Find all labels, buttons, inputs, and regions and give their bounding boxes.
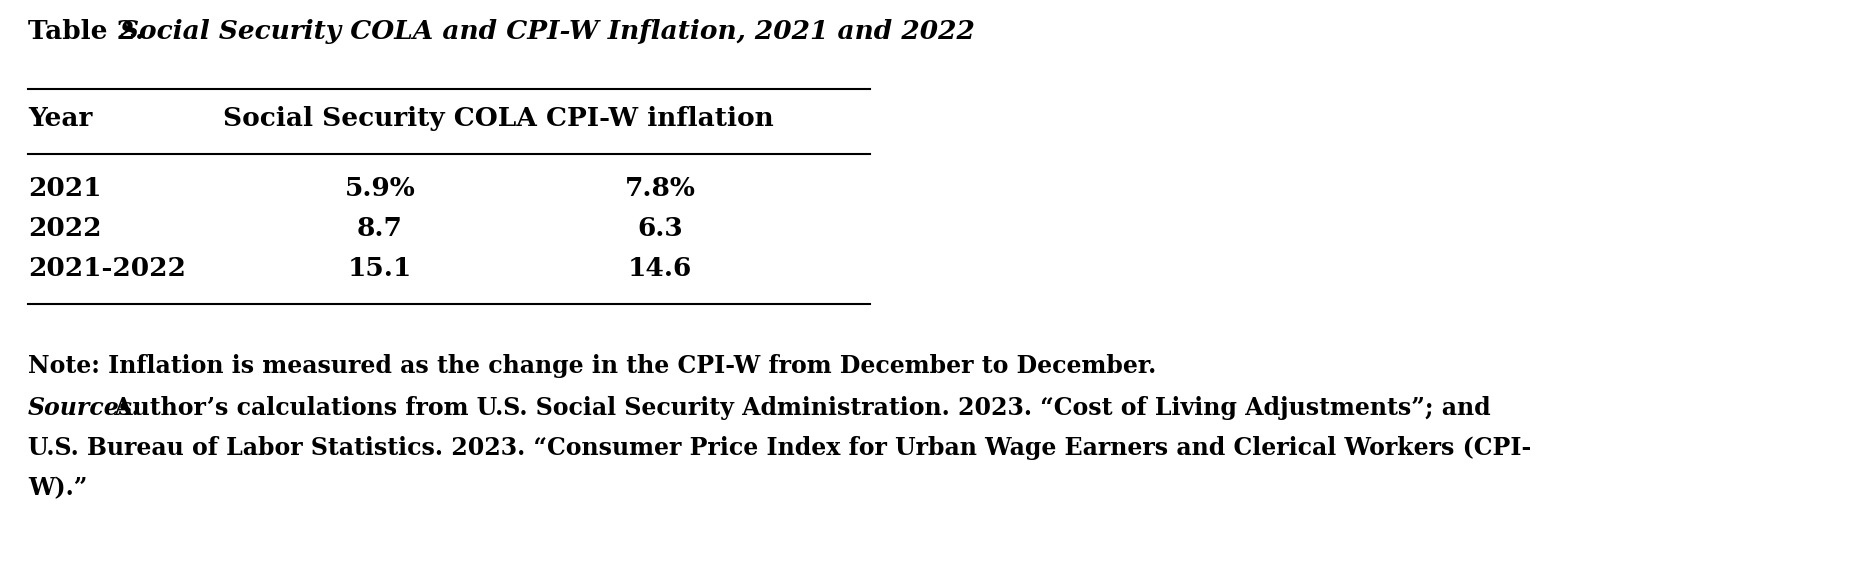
Text: Social Security COLA and CPI-W Inflation, 2021 and 2022: Social Security COLA and CPI-W Inflation… bbox=[120, 19, 974, 44]
Text: 7.8%: 7.8% bbox=[625, 177, 696, 201]
Text: 2022: 2022 bbox=[28, 217, 101, 241]
Text: Note: Inflation is measured as the change in the CPI-W from December to December: Note: Inflation is measured as the chang… bbox=[28, 354, 1156, 378]
Text: 15.1: 15.1 bbox=[348, 257, 411, 281]
Text: 2021-2022: 2021-2022 bbox=[28, 257, 185, 281]
Text: U.S. Bureau of Labor Statistics. 2023. “Consumer Price Index for Urban Wage Earn: U.S. Bureau of Labor Statistics. 2023. “… bbox=[28, 436, 1532, 460]
Text: 14.6: 14.6 bbox=[628, 257, 692, 281]
Text: 8.7: 8.7 bbox=[357, 217, 402, 241]
Text: Year: Year bbox=[28, 107, 92, 131]
Text: Social Security COLA: Social Security COLA bbox=[223, 107, 537, 131]
Text: 6.3: 6.3 bbox=[638, 217, 683, 241]
Text: Sources:: Sources: bbox=[28, 396, 142, 420]
Text: 5.9%: 5.9% bbox=[344, 177, 415, 201]
Text: CPI-W inflation: CPI-W inflation bbox=[546, 107, 774, 131]
Text: W).”: W).” bbox=[28, 476, 88, 500]
Text: 2021: 2021 bbox=[28, 177, 101, 201]
Text: Table 2.: Table 2. bbox=[28, 19, 153, 44]
Text: Author’s calculations from U.S. Social Security Administration. 2023. “Cost of L: Author’s calculations from U.S. Social S… bbox=[107, 396, 1490, 420]
